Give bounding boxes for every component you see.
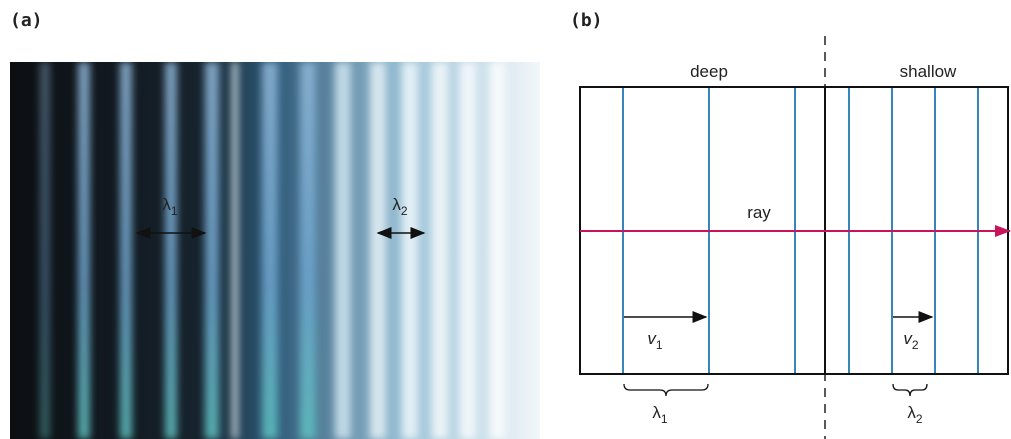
brace xyxy=(892,383,928,397)
panel-label: (b) xyxy=(570,10,603,31)
region-label: shallow xyxy=(900,62,957,81)
wavelength-label: λ1 xyxy=(162,195,178,218)
wavelength-label: λ2 xyxy=(392,195,408,218)
photo xyxy=(10,62,540,439)
velocity-label: v1 xyxy=(647,329,663,352)
wavelength-label: λ2 xyxy=(907,403,923,426)
panel-label: (a) xyxy=(10,10,43,31)
wavelength-label: λ1 xyxy=(652,403,668,426)
velocity-label: v2 xyxy=(903,329,919,352)
region-label: deep xyxy=(690,62,728,81)
brace xyxy=(623,383,709,397)
ray-label: ray xyxy=(747,203,771,222)
